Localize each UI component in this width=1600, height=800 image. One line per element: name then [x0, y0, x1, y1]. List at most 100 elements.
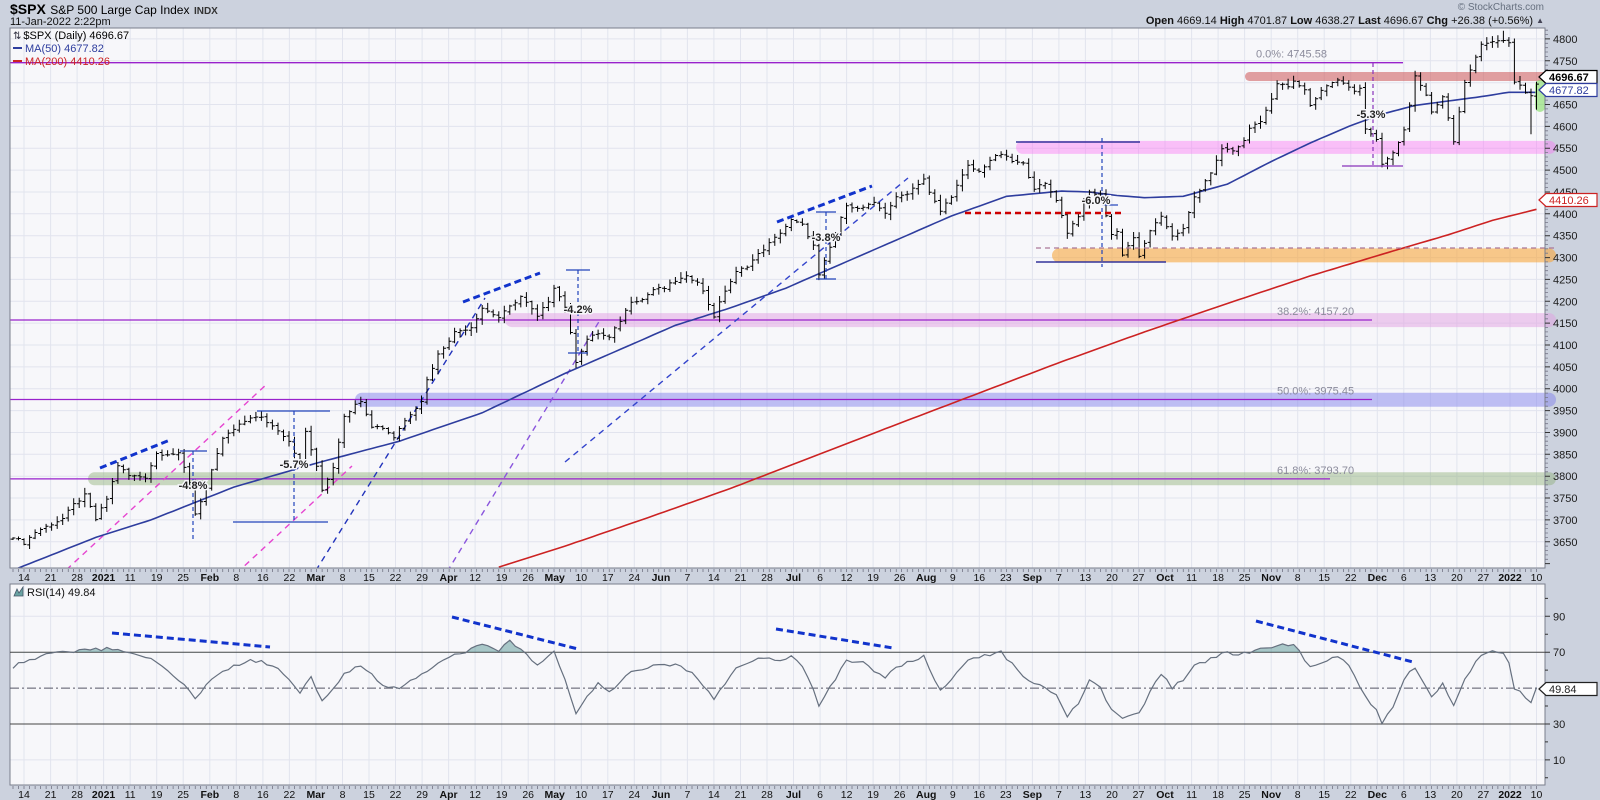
date-axis-label: 8: [233, 789, 239, 800]
date-axis-label: 22: [390, 572, 402, 584]
date-axis-label: 24: [628, 789, 640, 800]
date-axis-label: 11: [125, 789, 136, 800]
rsi-trendline: [775, 627, 894, 650]
price-axis-label: 4350: [1553, 231, 1577, 243]
date-axis-label: 22: [284, 572, 296, 584]
measure-label: -6.0%: [1082, 195, 1111, 207]
price-axis-label: 3950: [1553, 406, 1577, 418]
rsi-pane-bg: [10, 584, 1545, 785]
date-axis-label: 15: [1318, 572, 1330, 584]
updown-arrows-icon: ⇅: [13, 31, 22, 42]
measure-label: -3.8%: [812, 232, 841, 244]
date-axis-label: 10: [575, 572, 587, 584]
low-label: Low: [1290, 15, 1313, 27]
ma50-line: [16, 91, 1537, 568]
date-axis-label: Jun: [652, 789, 671, 800]
date-axis-label: 28: [761, 572, 773, 584]
date-axis-label: 7: [684, 789, 690, 800]
date-axis-label: 16: [257, 572, 269, 584]
price-pane-bg: [10, 28, 1545, 568]
price-axis-label: 3750: [1553, 493, 1577, 505]
date-axis-day-ticks: [12, 569, 1537, 572]
rsi-trendline: [111, 631, 271, 649]
date-axis-label: 28: [71, 789, 83, 800]
date-axis-label: 15: [363, 572, 375, 584]
date-axis-label: 23: [1000, 572, 1012, 584]
price-axis-label: 3800: [1553, 471, 1577, 483]
date-axis-label: 14: [18, 572, 30, 584]
date-axis-label: Nov: [1261, 572, 1281, 584]
price-axis-label: 4800: [1553, 34, 1577, 46]
date-axis-label: May: [544, 789, 565, 800]
date-axis-label: Jul: [786, 789, 801, 800]
price-bars: [10, 30, 1539, 549]
rsi-trendline: [1255, 619, 1414, 664]
date-axis-label: 7: [1056, 789, 1062, 800]
trendlines-group: [67, 177, 909, 568]
date-axis-label: 12: [469, 789, 481, 800]
date-axis-label: 13: [1425, 789, 1437, 800]
date-axis-label: 20: [1106, 789, 1118, 800]
date-axis-label: 13: [1425, 572, 1437, 584]
price-axis-label: 4150: [1553, 318, 1577, 330]
rsi-area-chart-icon: [13, 585, 24, 597]
price-axis-label: 4500: [1553, 165, 1577, 177]
measure-label: -4.8%: [179, 480, 208, 492]
date-axis-day-ticks: [12, 786, 1537, 789]
date-axis-label: 6: [817, 572, 823, 584]
legend-ma200-label: MA(200) 4410.26: [25, 56, 110, 68]
date-axis-label: 20: [1106, 572, 1118, 584]
date-axis-label: 21: [45, 572, 57, 584]
legend-symbol-label: $SPX (Daily) 4696.67: [23, 30, 130, 42]
last-value: 4696.67: [1383, 15, 1424, 27]
date-axis-label: 26: [894, 789, 906, 800]
date-axis-label: 23: [1000, 789, 1012, 800]
date-axis-label: Nov: [1261, 789, 1281, 800]
price-axis-label: 4300: [1553, 253, 1577, 265]
price-axis-label: 3850: [1553, 449, 1577, 461]
resistance-trendline: [99, 438, 171, 470]
resistance-trendline: [462, 271, 541, 304]
axis-price-tag-text: 4696.67: [1549, 72, 1589, 84]
date-axis-label: 6: [1401, 572, 1407, 584]
rsi-axis-label: 30: [1553, 719, 1565, 731]
date-axis-label: 18: [1212, 572, 1224, 584]
axis-price-tag: [1538, 192, 1598, 208]
date-axis-label: 6: [1401, 789, 1407, 800]
date-axis-label: 9: [950, 572, 956, 584]
date-axis-label: 15: [363, 789, 375, 800]
date-axis-label: Oct: [1156, 572, 1174, 584]
date-axis-label: 21: [735, 789, 747, 800]
date-axis-label: Mar: [307, 572, 326, 584]
date-axis-label: 8: [1295, 572, 1301, 584]
date-axis-bottom: 14 21 28 2021 11 19 25 Feb 8 16 22 Mar 8 15 22 29 Apr 12 1…: [12, 786, 1543, 800]
date-axis-label: 21: [45, 789, 57, 800]
chg-value: +26.38 (+0.56%): [1451, 15, 1534, 27]
exchange-tag: INDX: [193, 6, 218, 17]
date-axis-label: Dec: [1368, 572, 1387, 584]
legend-ma50-row: MA(50) 4677.82: [13, 43, 129, 56]
ma50-line-icon: [13, 47, 22, 49]
date-axis-label: 25: [1239, 572, 1251, 584]
date-axis-label: 28: [761, 789, 773, 800]
date-axis-label: 19: [867, 789, 879, 800]
date-axis-label: 14: [18, 789, 30, 800]
open-value: 4669.14: [1177, 15, 1217, 27]
date-axis-label: Sep: [1023, 572, 1042, 584]
date-axis-label: 26: [894, 572, 906, 584]
price-axis-label: 4650: [1553, 100, 1577, 112]
rsi-axis-ticks: [1545, 597, 1550, 779]
date-axis-label: 8: [340, 789, 346, 800]
channel-trendline: [241, 465, 353, 568]
date-axis-label: 10: [1531, 572, 1543, 584]
high-label: High: [1219, 15, 1245, 27]
channel-trendline: [316, 297, 486, 568]
date-axis-label: 25: [177, 572, 189, 584]
date-axis-label: 19: [496, 572, 508, 584]
legend-ma200-row: MA(200) 4410.26: [13, 56, 129, 69]
date-axis-label: Aug: [916, 789, 936, 800]
date-axis-label: 22: [284, 789, 296, 800]
measure-label: -5.3%: [1357, 109, 1386, 121]
date-axis-label: 10: [1531, 789, 1543, 800]
fib-label: 50.0%: 3975.45: [1277, 386, 1354, 398]
